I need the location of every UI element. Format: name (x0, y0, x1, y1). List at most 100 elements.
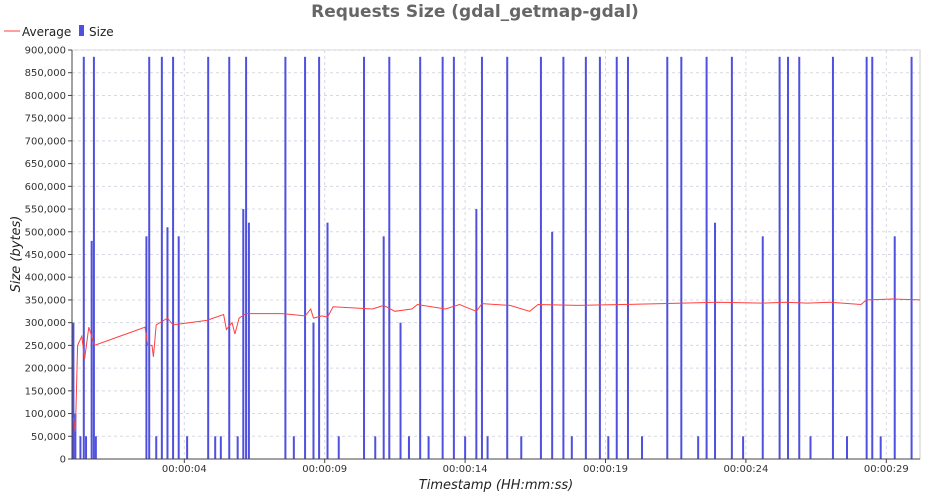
size-bar (382, 236, 385, 459)
size-bar (730, 56, 733, 460)
size-bar (809, 436, 812, 459)
size-bar (312, 322, 315, 459)
size-bar (236, 436, 239, 459)
y-tick-label: 100,000 (25, 409, 66, 420)
y-tick-label: 400,000 (25, 273, 66, 284)
y-tick-label: 550,000 (25, 205, 66, 216)
y-tick-label: 300,000 (25, 318, 66, 329)
average-line-group (72, 298, 921, 432)
size-bar (486, 436, 489, 459)
size-bar (304, 56, 307, 460)
size-bar (214, 436, 217, 459)
y-tick-label: 50,000 (31, 432, 66, 443)
y-tick-label: 500,000 (25, 227, 66, 238)
size-bar (865, 56, 868, 460)
size-bar (520, 436, 523, 459)
size-bar (714, 222, 717, 459)
size-bar (452, 56, 455, 460)
y-tick-label: 750,000 (25, 114, 66, 125)
grid (72, 49, 920, 459)
size-bar (160, 56, 163, 460)
average-line (72, 298, 921, 432)
size-bar (641, 436, 644, 459)
y-axis-label: Size (bytes) (9, 216, 24, 293)
size-bar (615, 56, 618, 460)
size-bar (74, 413, 77, 459)
size-bar (562, 56, 565, 460)
size-bar (787, 56, 790, 460)
size-bar (72, 322, 75, 459)
size-bar (399, 322, 402, 459)
size-bar (475, 209, 478, 459)
size-bar (219, 436, 222, 459)
size-bar (666, 56, 669, 460)
size-bar (172, 56, 175, 460)
size-bar (363, 56, 366, 460)
size-bar (284, 56, 287, 460)
size-bar (207, 56, 210, 460)
size-bar (584, 56, 587, 460)
size-bar (879, 436, 882, 459)
size-bar (551, 231, 554, 459)
size-bar (148, 56, 151, 460)
y-tick-label: 0 (60, 455, 66, 466)
size-bar (94, 436, 97, 459)
size-bar (407, 436, 410, 459)
size-bars (72, 56, 913, 460)
size-bar (464, 436, 467, 459)
size-bar (831, 56, 834, 460)
size-bar (798, 56, 801, 460)
size-bar (90, 240, 93, 459)
size-bar (427, 436, 430, 459)
size-bar (374, 436, 377, 459)
legend-average-label: Average (22, 25, 71, 39)
legend-size-label: Size (89, 25, 114, 39)
x-axis-label: Timestamp (HH:mm:ss) (419, 478, 573, 493)
x-tick-label: 00:00:14 (443, 464, 488, 475)
y-tick-label: 900,000 (25, 46, 66, 57)
size-bar (506, 56, 509, 460)
size-bar (441, 56, 444, 460)
size-bar (680, 56, 683, 460)
y-tick-label: 200,000 (25, 364, 66, 375)
y-tick-label: 350,000 (25, 295, 66, 306)
size-bar (292, 436, 295, 459)
y-tick-label: 600,000 (25, 182, 66, 193)
size-bar (245, 56, 248, 460)
size-bar (910, 56, 913, 460)
y-tick-label: 800,000 (25, 91, 66, 102)
size-bar (607, 436, 610, 459)
x-tick-label: 00:00:19 (583, 464, 628, 475)
size-bar (177, 236, 180, 459)
size-bar (778, 56, 781, 460)
size-bar (326, 222, 329, 459)
legend-size-swatch (79, 25, 84, 36)
size-bar (598, 56, 601, 460)
size-bar (419, 56, 422, 460)
size-bar (626, 56, 629, 460)
size-bar (705, 56, 708, 460)
size-bar (247, 222, 250, 459)
size-bar (242, 209, 245, 459)
y-tick-label: 250,000 (25, 341, 66, 352)
size-bar (92, 56, 95, 460)
size-bar (697, 436, 700, 459)
size-bar (845, 436, 848, 459)
size-bar (155, 436, 158, 459)
y-tick-label: 150,000 (25, 386, 66, 397)
y-tick-label: 700,000 (25, 136, 66, 147)
y-axis: 0 50,000 100,000 150,000 200,000 250,000 300,0… (25, 46, 73, 466)
legend: Average Size (4, 25, 114, 39)
chart-title: Requests Size (gdal_getmap-gdal) (311, 2, 639, 22)
size-bar (871, 56, 874, 460)
size-bar (85, 436, 88, 459)
size-bar (79, 436, 82, 459)
size-bar (742, 436, 745, 459)
size-bar (318, 56, 321, 460)
y-tick-label: 850,000 (25, 68, 66, 79)
x-axis: 00:00:04 00:00:09 00:00:14 00:00:19 00:00:24… (72, 458, 920, 475)
size-bar (539, 56, 542, 460)
size-bar (761, 236, 764, 459)
size-bar (480, 56, 483, 460)
